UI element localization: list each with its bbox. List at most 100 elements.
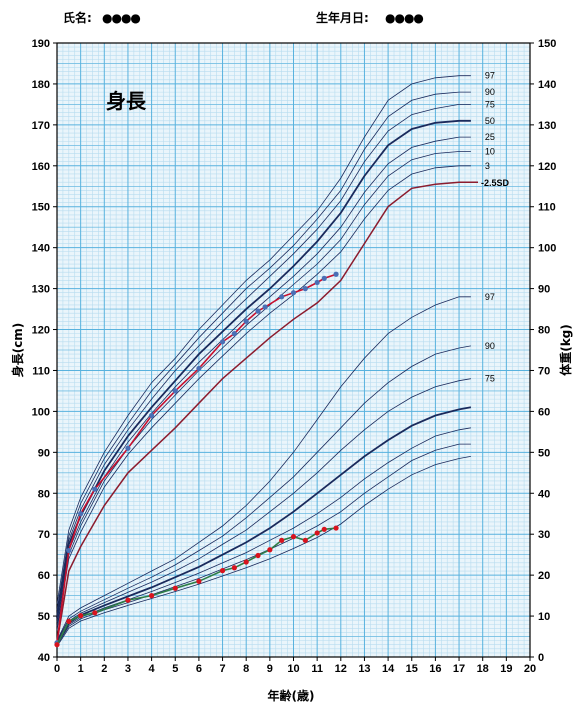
height-percentile-90-line: [56, 91, 471, 610]
height-percentile-97-line: [56, 75, 471, 604]
x-tick-label: 0: [54, 663, 60, 675]
height-percentile-10-line: [56, 151, 471, 627]
y-tick-label-right: 0: [538, 652, 544, 664]
patient-weight-point: [125, 597, 131, 603]
y-tick-label-right: 110: [538, 202, 556, 214]
y-tick-label-right: 10: [538, 611, 550, 623]
patient-weight-point: [78, 613, 84, 619]
y-tick-label-right: 60: [538, 406, 550, 418]
patient-weight-point: [231, 565, 237, 571]
y-tick-label-right: 90: [538, 284, 550, 296]
patient-height-point: [243, 318, 249, 324]
height-percentile-label: 10: [485, 146, 495, 156]
y-tick-label-right: 140: [538, 79, 556, 91]
x-tick-label: 8: [243, 663, 249, 675]
axis-ticks: 0 1 2 3 4 5 6 7 8 9 10 11 12 13 14 15 16 17 18 19 2040506070…: [32, 38, 557, 675]
x-tick-label: 16: [429, 663, 441, 675]
height-percentile-50-line: [56, 119, 471, 619]
y-tick-label-right: 50: [538, 447, 550, 459]
name-field: 氏名: ●●●●: [63, 9, 141, 26]
height-percentile-label: 75: [485, 99, 495, 109]
patient-weight-point: [267, 547, 273, 553]
y-tick-label-left: 190: [32, 38, 50, 50]
name-label: 氏名:: [63, 11, 92, 25]
reference-curves: 97 90 75 50 25 10 3 -2.5SD 97 90 75: [56, 71, 510, 647]
patient-weight-point: [92, 610, 98, 616]
y-tick-label-left: 80: [38, 488, 50, 500]
patient-height-point: [314, 279, 320, 286]
y-tick-label-left: 170: [32, 120, 50, 132]
patient-weight-point: [219, 568, 226, 574]
patient-weight-point: [279, 537, 285, 543]
y-tick-label-left: 160: [32, 161, 50, 173]
weight-percentile-label: 97: [485, 292, 495, 302]
weight-percentile-label: 75: [485, 374, 495, 384]
patient-weight-point: [196, 578, 202, 584]
height-sd-label: -2.5SD: [481, 178, 510, 188]
x-tick-label: 17: [453, 663, 465, 675]
height-percentile-label: 3: [485, 161, 490, 171]
patient-height-point: [219, 339, 226, 345]
y-tick-label-left: 130: [32, 284, 50, 296]
patient-weight-point: [255, 552, 261, 559]
y-tick-label-left: 140: [32, 243, 50, 255]
y-tick-label-right: 130: [538, 120, 556, 132]
height-percentile-3-line: [56, 165, 471, 631]
y-tick-label-right: 40: [538, 488, 550, 500]
x-tick-label: 3: [125, 663, 131, 675]
patient-height-point: [172, 388, 178, 394]
y-tick-label-right: 100: [538, 243, 556, 255]
patient-height-point: [290, 290, 297, 296]
y-axis-label-right: 体重(kg): [558, 324, 573, 376]
y-tick-label-left: 110: [32, 365, 50, 377]
dob-field: 生年月日: ●●●●: [316, 9, 424, 26]
weight-percentile-label: 90: [485, 341, 495, 351]
dob-value: ●●●●: [385, 11, 424, 25]
patient-height-point: [302, 286, 308, 292]
height-percentile-label: 50: [485, 116, 495, 126]
dob-label: 生年月日:: [316, 11, 369, 25]
patient-data: [54, 271, 339, 648]
patient-height-point: [78, 511, 84, 517]
patient-height-point: [196, 365, 202, 372]
height-sd-line: [56, 181, 478, 643]
patient-weight-point: [321, 526, 327, 532]
x-tick-label: 6: [196, 663, 202, 675]
weight-percentile-25-line: [56, 427, 471, 645]
patient-weight-point: [54, 642, 60, 648]
y-tick-label-left: 150: [32, 202, 50, 214]
x-tick-label: 15: [406, 663, 418, 675]
weight-percentile-90-line: [56, 345, 471, 642]
patient-weight-point: [333, 525, 339, 531]
name-value: ●●●●: [102, 11, 141, 25]
x-tick-label: 4: [149, 663, 156, 675]
x-tick-label: 19: [500, 663, 512, 675]
chart-title: 身長: [106, 89, 147, 113]
y-tick-label-left: 40: [38, 652, 50, 664]
height-percentile-label: 97: [485, 71, 495, 81]
x-tick-label: 13: [358, 663, 370, 675]
x-tick-label: 7: [219, 663, 225, 675]
x-tick-label: 12: [335, 663, 347, 675]
patient-weight-point: [243, 559, 249, 565]
y-tick-label-right: 120: [538, 161, 556, 173]
height-percentile-25-line: [56, 136, 471, 623]
patient-height-point: [321, 275, 327, 281]
x-tick-label: 1: [78, 663, 84, 675]
y-tick-label-left: 60: [38, 570, 50, 582]
patient-weight-point: [149, 593, 155, 599]
x-tick-label: 5: [172, 663, 178, 675]
x-axis-label: 年齢(歳): [268, 688, 315, 703]
height-percentile-label: 25: [485, 132, 495, 142]
y-tick-label-right: 150: [538, 38, 556, 50]
patient-height-point: [149, 412, 155, 419]
weight-percentile-75-line: [56, 378, 471, 643]
patient-weight-point: [290, 534, 297, 540]
weight-percentile-3-line: [56, 456, 471, 647]
x-tick-label: 9: [267, 663, 273, 675]
x-tick-label: 18: [477, 663, 489, 675]
x-tick-label: 14: [382, 663, 395, 675]
patient-height-point: [92, 486, 98, 492]
patient-weight-point: [172, 585, 178, 591]
